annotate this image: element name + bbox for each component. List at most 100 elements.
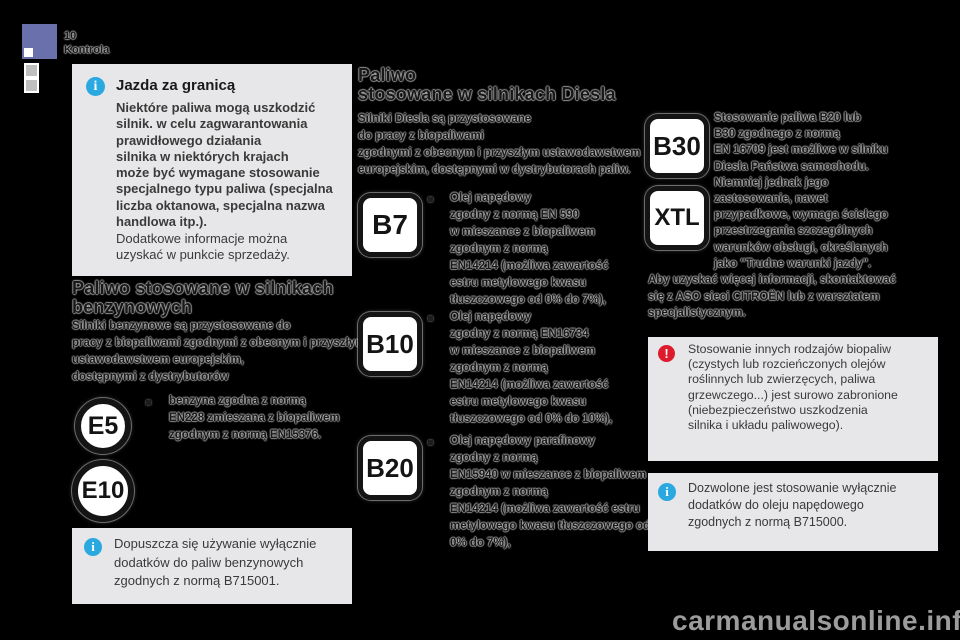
text-line: estru metylowego kwasu xyxy=(450,396,587,408)
chapter-label: Kontrola xyxy=(64,44,110,56)
diesel-additives-text: Dozwolone jest stosowanie wyłącznie doda… xyxy=(688,480,896,531)
text-line: silnik. w celu zagwarantowania xyxy=(116,116,308,132)
text-line: EN14214 (możliwa zawartość estru xyxy=(450,503,640,515)
diesel-item-b10-text: Olej napędowy zgodny z normą EN16734 w m… xyxy=(450,309,612,428)
info-icon-glyph: i xyxy=(91,539,95,554)
travel-box-body-normal: Dodatkowe informacje można uzyskać w pun… xyxy=(116,231,290,264)
text-line: tłuszczowego od 0% do 7%), xyxy=(450,294,606,306)
text-line: (czystych lub rozcieńczonych olejów xyxy=(688,357,886,372)
section-marker-square xyxy=(24,63,39,78)
heading-line: Paliwo xyxy=(358,65,417,85)
info-icon-glyph: i xyxy=(93,78,98,94)
text-line: handlowa itp.). xyxy=(116,214,207,230)
text-line: Stosowanie innych rodzajów biopaliw xyxy=(688,342,892,356)
fuel-badge-xtl: XTL xyxy=(645,186,709,250)
text-line: pracy z biopaliwami zgodnymi z obecnym i… xyxy=(72,337,366,349)
text-line: zgodny z normą EN 590 xyxy=(450,209,580,221)
text-line: zgodnym z normą EN15376. xyxy=(169,429,322,441)
text-line: dodatków do paliw benzynowych xyxy=(114,554,304,570)
bullet xyxy=(428,316,433,321)
text-line: Stosowanie paliwa B20 lub xyxy=(714,112,861,124)
petrol-section-intro: Silniki benzynowe są przystosowane do pr… xyxy=(72,318,365,386)
text-line: silnika w niektórych krajach xyxy=(116,148,289,164)
watermark: carmanualsonline.info xyxy=(672,605,960,636)
text-line: Dopuszcza się używanie wyłącznie xyxy=(114,536,317,551)
text-line: EN14214 (możliwa zawartość xyxy=(450,260,609,272)
biofuel-warning-text: Stosowanie innych rodzajów biopaliw (czy… xyxy=(688,342,898,433)
travel-abroad-box: i Jazda za granicą Niektóre paliwa mogą … xyxy=(72,64,352,276)
section-marker-square xyxy=(24,78,39,93)
biofuel-warning-box: ! Stosowanie innych rodzajów biopaliw (c… xyxy=(648,337,938,461)
text-line: Dodatkowe informacje można xyxy=(116,231,288,246)
heading-line: benzynowych xyxy=(72,297,193,317)
text-line: Aby uzyskać więcej informacji, skontakto… xyxy=(648,274,896,286)
info-icon-glyph: i xyxy=(665,484,669,499)
diesel-section-intro: Silniki Diesla są przystosowane do pracy… xyxy=(358,111,640,179)
text-line: prawidłowego działania xyxy=(116,132,262,148)
text-line: EN228 zmieszana z biopaliwem xyxy=(169,412,340,424)
text-line: Olej napędowy xyxy=(450,192,532,204)
text-line: zgodny z normą xyxy=(450,452,538,464)
text-line: (niebezpieczeństwo uszkodzenia xyxy=(688,402,868,417)
text-line: specjalnego typu paliwa (specjalna xyxy=(116,181,333,197)
fuel-badge-b30: B30 xyxy=(645,114,709,178)
warning-icon-glyph: ! xyxy=(664,346,669,361)
bullet xyxy=(146,400,151,405)
info-icon: i xyxy=(86,77,105,96)
text-line: Niemniej jednak jego xyxy=(714,176,829,189)
text-line: dodatków do oleju napędowego xyxy=(688,498,864,512)
text-line: przypadkowe, wymaga ścisłego xyxy=(714,209,888,222)
chapter-marker-square xyxy=(24,48,33,57)
text-line: Olej napędowy xyxy=(450,311,532,323)
text-line: Silniki benzynowe są przystosowane do xyxy=(72,320,291,332)
text-line: 0% do 7%), xyxy=(450,537,511,549)
text-line: zgodnym z normą xyxy=(450,243,548,255)
text-line: liczba oktanowa, specjalna nazwa xyxy=(116,197,325,213)
travel-box-title: Jazda za granicą xyxy=(116,77,236,94)
heading-line: Paliwo stosowane w silnikach xyxy=(72,278,334,298)
text-line: zastosowanie, nawet xyxy=(714,193,828,206)
text-line: europejskim, dostępnymi w dystrybutorach… xyxy=(358,164,631,176)
text-line: warunków obsługi, określanych xyxy=(714,241,888,254)
page-number: 10 xyxy=(64,30,77,42)
warning-icon: ! xyxy=(658,345,675,362)
info-icon: i xyxy=(84,538,102,556)
diesel-additives-box: i Dozwolone jest stosowanie wyłącznie do… xyxy=(648,473,938,551)
text-line: w mieszance z biopaliwem xyxy=(450,226,596,238)
text-line: uzyskać w punkcie sprzedaży. xyxy=(116,247,290,263)
travel-box-body-bold: Niektóre paliwa mogą uszkodzić silnik. w… xyxy=(116,100,333,230)
text-line: zgodnymi z obecnym i przyszłym ustawodaw… xyxy=(358,147,641,159)
petrol-additives-box: i Dopuszcza się używanie wyłącznie dodat… xyxy=(72,528,352,604)
petrol-additives-text: Dopuszcza się używanie wyłącznie dodatkó… xyxy=(114,535,316,591)
text-line: EN15940 w mieszance z biopaliwem xyxy=(450,469,647,481)
text-line: Diesla Państwa samochodu. xyxy=(714,160,869,173)
text-line: dostępnymi z dystrybutorów xyxy=(72,371,229,383)
diesel-item-b20-text: Olej napędowy parafinowy zgodny z normą … xyxy=(450,433,650,552)
b30-xtl-description: Stosowanie paliwa B20 lub B30 zgodnego z… xyxy=(714,110,888,272)
info-icon: i xyxy=(658,483,676,501)
text-line: zgodnych z normą B715000. xyxy=(688,515,848,529)
petrol-bullet-text: benzyna zgodna z normą EN228 zmieszana z… xyxy=(169,393,340,444)
diesel-section-heading: Paliwo stosowane w silnikach Diesla xyxy=(358,66,616,104)
text-line: estru metylowego kwasu xyxy=(450,277,587,289)
text-line: zgodny z normą EN16734 xyxy=(450,328,589,340)
fuel-badge-e10: E10 xyxy=(72,460,134,522)
fuel-badge-e5: E5 xyxy=(75,398,131,454)
heading-line: stosowane w silnikach Diesla xyxy=(358,84,616,104)
text-line: zgodnych z normą B715001. xyxy=(114,573,280,588)
text-line: specjalistycznym. xyxy=(648,307,746,319)
text-line: zgodnym z normą xyxy=(450,486,548,498)
text-line: Olej napędowy parafinowy xyxy=(450,435,596,447)
text-line: przestrzegania szczególnych xyxy=(714,225,873,238)
petrol-section-heading: Paliwo stosowane w silnikach benzynowych xyxy=(72,279,334,317)
fuel-badge-b7: B7 xyxy=(358,193,422,257)
text-line: zgodnym z normą xyxy=(450,362,548,374)
text-line: Niektóre paliwa mogą uszkodzić xyxy=(116,100,316,115)
fuel-badge-b20: B20 xyxy=(358,436,422,500)
bullet xyxy=(428,440,433,445)
text-line: tłuszczowego od 0% do 10%), xyxy=(450,413,613,425)
text-line: metylowego kwasu tłuszczowego od xyxy=(450,520,651,532)
text-line: jako "Trudne warunki jazdy". xyxy=(714,257,872,270)
text-line: ustawodawstwem europejskim, xyxy=(72,354,244,366)
